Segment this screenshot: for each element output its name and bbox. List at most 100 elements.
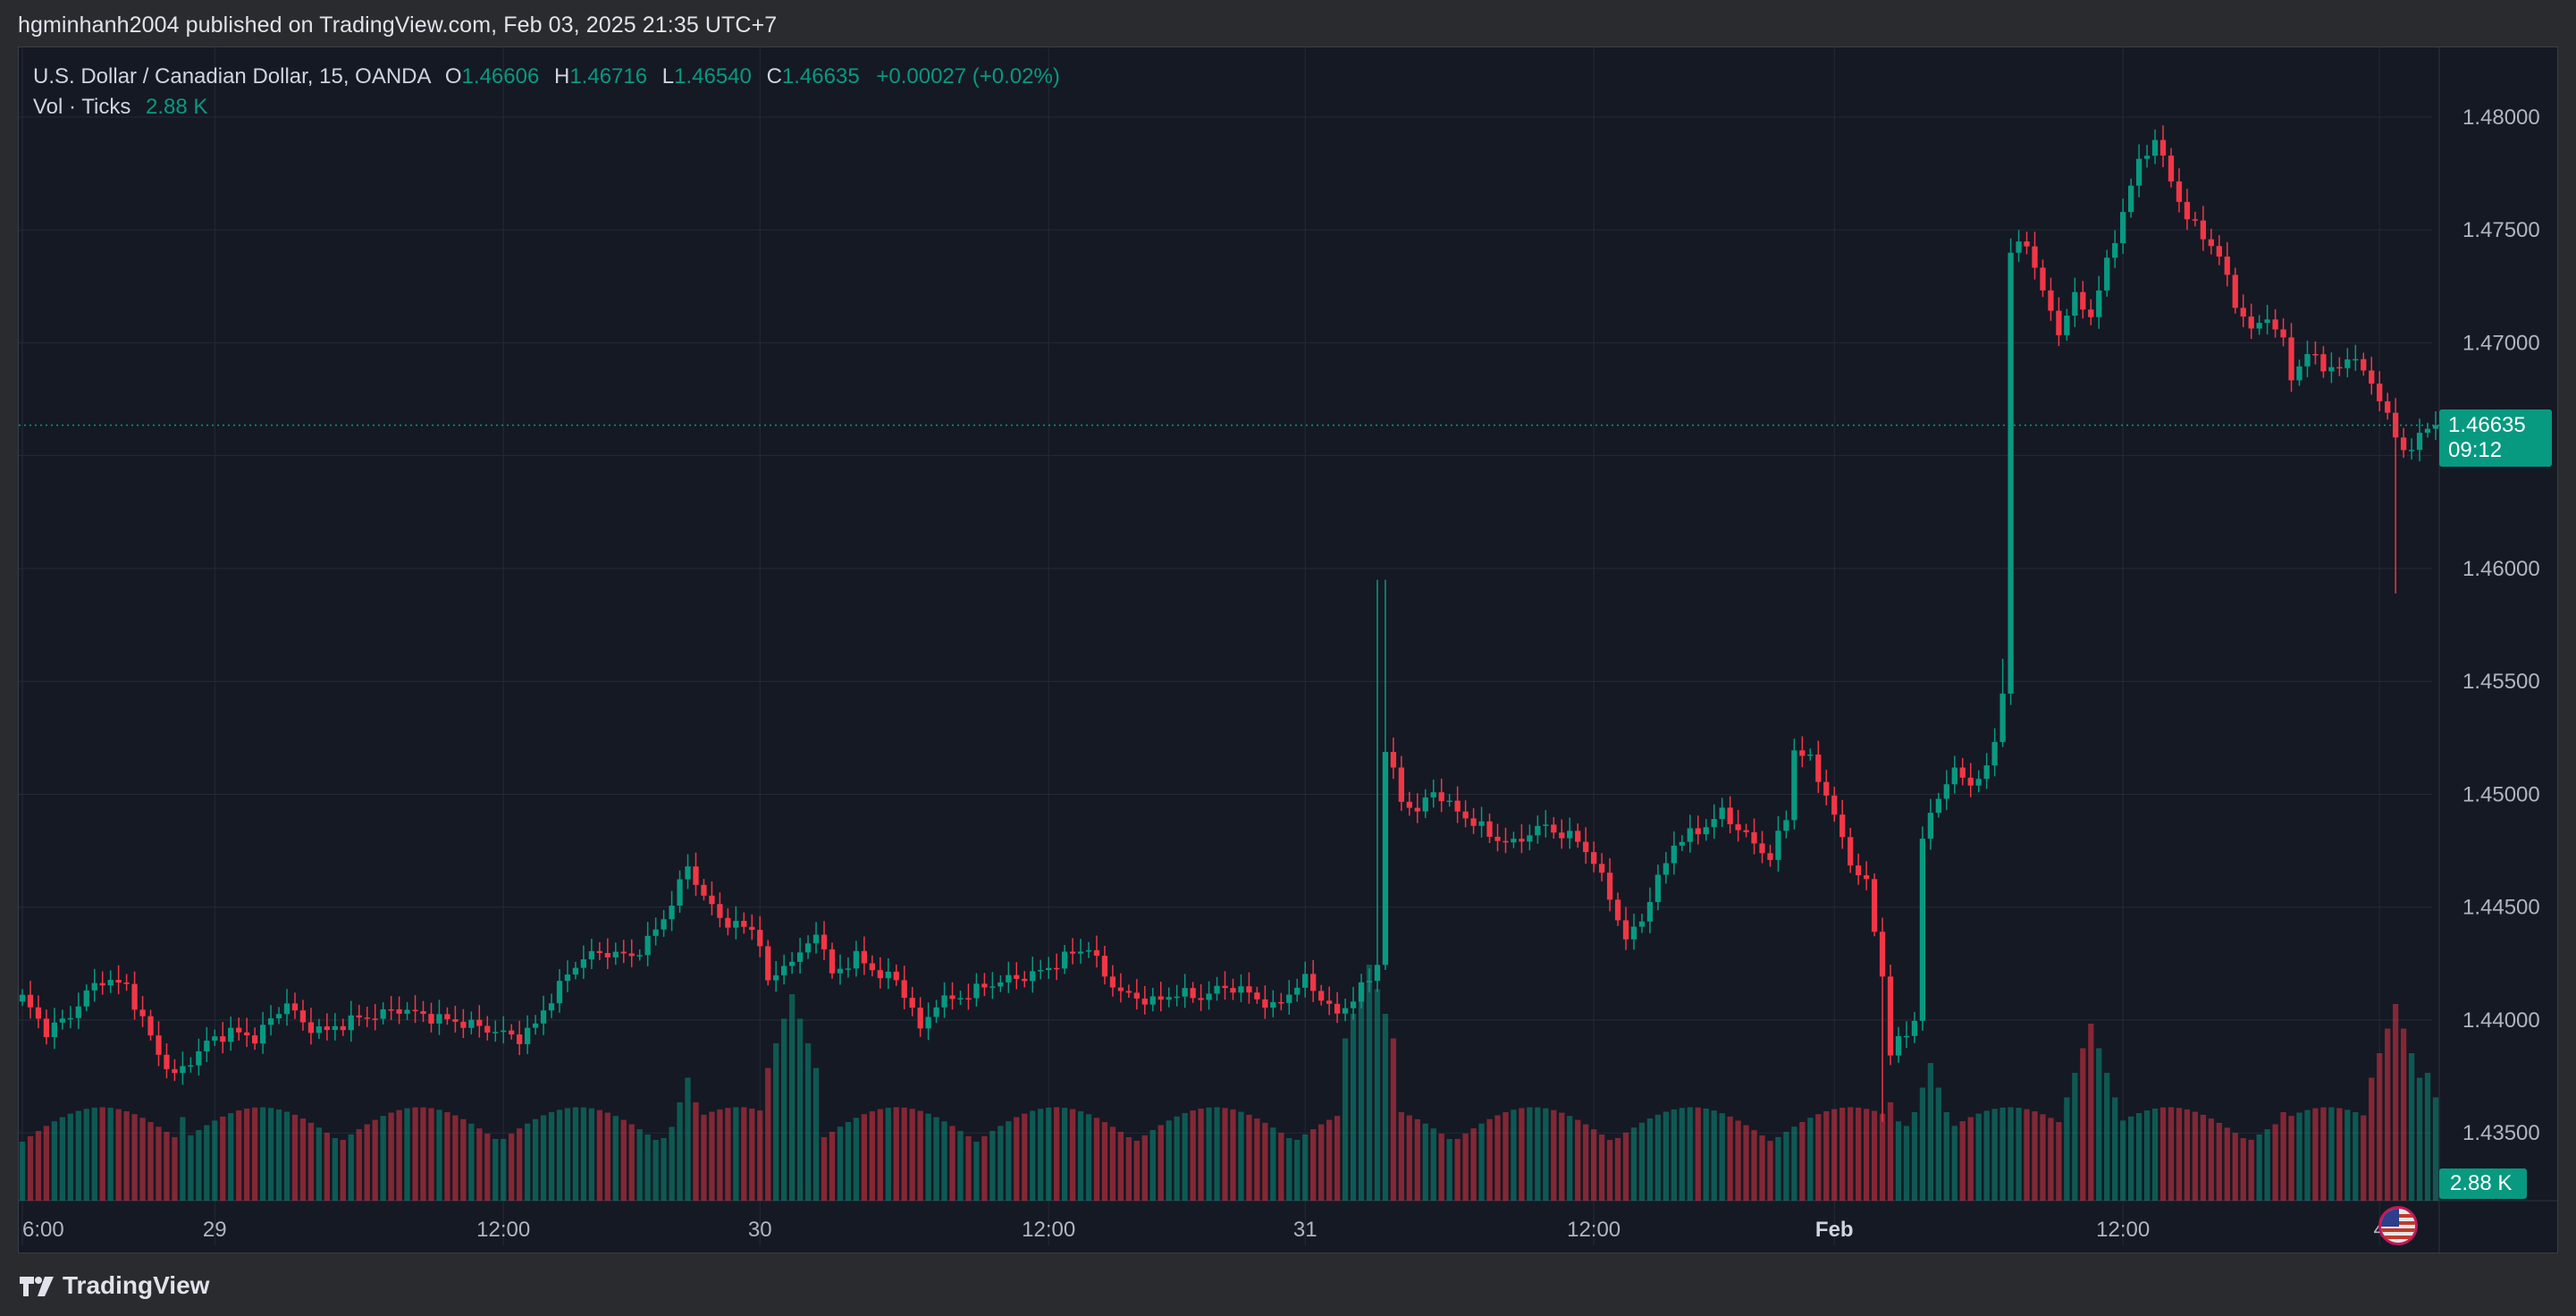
candle-body[interactable] (1486, 821, 1493, 837)
candle-body[interactable] (220, 1036, 226, 1042)
candle-body[interactable] (1014, 974, 1020, 979)
candle-body[interactable] (2400, 437, 2407, 451)
candle-body[interactable] (804, 943, 812, 953)
candle-body[interactable] (212, 1036, 218, 1042)
candle-body[interactable] (2135, 158, 2142, 186)
candle-body[interactable] (2200, 220, 2207, 240)
candle-body[interactable] (1022, 978, 1028, 982)
candle-body[interactable] (1038, 970, 1044, 972)
candle-body[interactable] (1310, 974, 1317, 991)
candle-body[interactable] (1174, 996, 1180, 999)
candle-body[interactable] (1614, 899, 1621, 921)
us-flag-icon[interactable] (2378, 1206, 2418, 1245)
candle-body[interactable] (1470, 818, 1477, 826)
candle-body[interactable] (661, 919, 667, 930)
candle-body[interactable] (877, 970, 883, 979)
candle-body[interactable] (917, 1008, 923, 1029)
candle-body[interactable] (1214, 985, 1220, 994)
candle-body[interactable] (275, 1014, 282, 1019)
candle-body[interactable] (59, 1018, 65, 1023)
candle-body[interactable] (2256, 323, 2262, 329)
candle-body[interactable] (180, 1066, 186, 1074)
candle-body[interactable] (1511, 839, 1517, 843)
candle-body[interactable] (1358, 982, 1365, 1002)
candle-body[interactable] (267, 1018, 274, 1025)
candle-body[interactable] (620, 951, 627, 954)
candle-body[interactable] (2192, 219, 2199, 221)
candle-body[interactable] (652, 929, 659, 936)
candle-body[interactable] (1158, 996, 1164, 1000)
candle-body[interactable] (853, 950, 860, 969)
candle-body[interactable] (1286, 994, 1292, 1003)
candle-body[interactable] (1326, 1000, 1333, 1004)
candle-body[interactable] (1061, 951, 1068, 969)
candle-body[interactable] (709, 895, 715, 905)
candle-body[interactable] (1759, 843, 1765, 854)
candle-body[interactable] (1638, 921, 1646, 927)
candle-body[interactable] (885, 971, 891, 979)
candle-body[interactable] (2088, 309, 2094, 317)
candle-body[interactable] (404, 1009, 410, 1014)
candle-body[interactable] (2312, 354, 2319, 356)
candle-body[interactable] (2127, 185, 2134, 213)
candle-body[interactable] (1406, 801, 1412, 808)
candle-body[interactable] (1807, 754, 1814, 756)
candle-body[interactable] (1422, 797, 1428, 812)
candle-body[interactable] (1831, 795, 1838, 815)
candle-body[interactable] (1262, 999, 1268, 1008)
candle-body[interactable] (580, 959, 587, 968)
candle-body[interactable] (501, 1030, 507, 1033)
candle-body[interactable] (2288, 337, 2294, 381)
candle-body[interactable] (1743, 830, 1749, 832)
candle-body[interactable] (1438, 792, 1444, 802)
candle-body[interactable] (1687, 828, 1693, 842)
candle-body[interactable] (1270, 1001, 1276, 1008)
candle-body[interactable] (1848, 837, 1854, 866)
candle-body[interactable] (332, 1025, 338, 1031)
candle-body[interactable] (1494, 836, 1501, 841)
candle-body[interactable] (677, 879, 683, 906)
candle-body[interactable] (821, 934, 828, 949)
candle-body[interactable] (1727, 807, 1733, 824)
brand-footer[interactable]: TradingView (18, 1268, 209, 1303)
candle-body[interactable] (2408, 450, 2415, 451)
candle-body[interactable] (1663, 863, 1670, 875)
candle-body[interactable] (1863, 875, 1870, 880)
candle-body[interactable] (636, 955, 643, 957)
candle-body[interactable] (725, 917, 731, 928)
candle-body[interactable] (829, 949, 836, 974)
candle-body[interactable] (796, 952, 804, 962)
candle-body[interactable] (283, 1003, 290, 1015)
candle-body[interactable] (1735, 823, 1741, 831)
candle-body[interactable] (420, 1011, 426, 1015)
candle-body[interactable] (1856, 865, 1862, 876)
candle-body[interactable] (1222, 985, 1228, 989)
candle-body[interactable] (1238, 986, 1244, 993)
candle-body[interactable] (2176, 181, 2183, 202)
candle-body[interactable] (2304, 354, 2311, 367)
candle-body[interactable] (1606, 873, 1613, 900)
candle-body[interactable] (340, 1025, 346, 1031)
candle-body[interactable] (1622, 920, 1629, 940)
candle-body[interactable] (228, 1027, 234, 1042)
candle-body[interactable] (1414, 807, 1420, 812)
candle-body[interactable] (1967, 777, 1974, 786)
candle-body[interactable] (1101, 956, 1108, 977)
candle-body[interactable] (1767, 853, 1773, 860)
candle-body[interactable] (773, 974, 779, 981)
candle-body[interactable] (1927, 813, 1934, 839)
candle-body[interactable] (1935, 798, 1941, 814)
candle-body[interactable] (1006, 974, 1012, 983)
candle-body[interactable] (717, 904, 723, 918)
candle-body[interactable] (51, 1022, 58, 1038)
candle-body[interactable] (1879, 932, 1886, 977)
candle-body[interactable] (1109, 976, 1116, 988)
candle-body[interactable] (35, 1007, 42, 1019)
candle-body[interactable] (1166, 997, 1172, 1000)
candle-body[interactable] (1302, 974, 1309, 988)
candle-body[interactable] (612, 951, 619, 957)
candle-body[interactable] (460, 1021, 467, 1028)
candle-body[interactable] (989, 986, 996, 988)
candle-body[interactable] (188, 1065, 194, 1067)
